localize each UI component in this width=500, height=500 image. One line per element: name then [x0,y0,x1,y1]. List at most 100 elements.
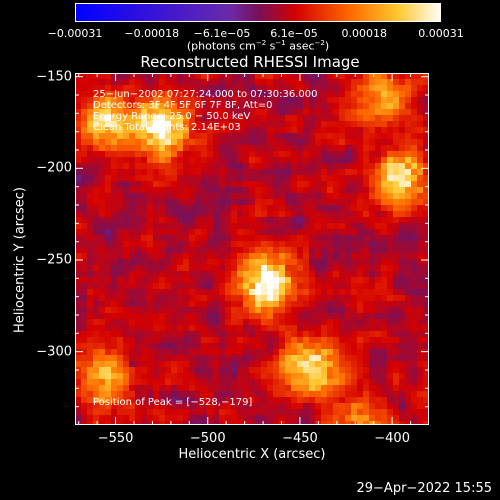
heatmap-cell [159,397,165,403]
heatmap-cell [423,337,429,343]
heatmap-cell [183,211,189,217]
heatmap-cell [381,247,387,253]
heatmap-cell [147,193,153,199]
heatmap-cell [261,169,267,175]
heatmap-cell [351,205,357,211]
heatmap-cell [213,133,219,139]
heatmap-cell [237,373,243,379]
heatmap-cell [231,85,237,91]
heatmap-cell [207,139,213,145]
heatmap-cell [375,157,381,163]
heatmap-cell [369,409,375,415]
heatmap-cell [315,121,321,127]
heatmap-cell [231,397,237,403]
heatmap-cell [351,265,357,271]
heatmap-cell [81,157,87,163]
heatmap-cell [135,283,141,289]
heatmap-cell [213,415,219,421]
heatmap-cell [135,211,141,217]
heatmap-cell [147,163,153,169]
heatmap-cell [255,271,261,277]
heatmap-cell [387,175,393,181]
heatmap-cell [81,73,87,79]
heatmap-cell [81,343,87,349]
heatmap-cell [315,199,321,205]
heatmap-cell [339,367,345,373]
heatmap-cell [237,391,243,397]
heatmap-cell [105,355,111,361]
heatmap-cell [135,97,141,103]
heatmap-cell [345,349,351,355]
heatmap-cell [273,361,279,367]
heatmap-cell [387,229,393,235]
heatmap-cell [117,73,123,79]
heatmap-cell [99,349,105,355]
heatmap-cell [369,235,375,241]
heatmap-cell [81,223,87,229]
info-total-counts: Clean Total counts: 2.14E+03 [93,122,241,133]
heatmap-cell [195,193,201,199]
heatmap-cell [189,163,195,169]
y-axis-label: Heliocentric Y (arcsec) [12,187,28,333]
heatmap-cell [297,337,303,343]
heatmap-cell [231,331,237,337]
heatmap-cell [93,121,99,127]
heatmap-cell [231,409,237,415]
heatmap-cell [219,163,225,169]
heatmap-cell [255,121,261,127]
heatmap-cell [333,223,339,229]
heatmap-cell [363,421,369,425]
heatmap-cell [273,355,279,361]
heatmap-cell [141,349,147,355]
heatmap-cell [141,313,147,319]
heatmap-cell [279,397,285,403]
heatmap-cell [249,85,255,91]
heatmap-cell [405,133,411,139]
heatmap-cell [339,175,345,181]
heatmap-cell [399,331,405,337]
heatmap-cell [117,223,123,229]
heatmap-cell [129,229,135,235]
heatmap-cell [309,325,315,331]
heatmap-cell [291,277,297,283]
heatmap-cell [303,85,309,91]
heatmap-cell [423,355,429,361]
heatmap-cell [117,265,123,271]
heatmap-cell [279,295,285,301]
heatmap-cell [213,355,219,361]
heatmap-cell [387,79,393,85]
heatmap-cell [315,151,321,157]
heatmap-cell [315,343,321,349]
heatmap-cell [81,109,87,115]
heatmap-cell [207,241,213,247]
heatmap-cell [285,235,291,241]
heatmap-cell [231,325,237,331]
heatmap-cell [291,331,297,337]
heatmap-cell [369,307,375,313]
heatmap-cell [225,223,231,229]
heatmap-cell [285,271,291,277]
heatmap-cell [423,85,429,91]
heatmap-cell [363,223,369,229]
heatmap-cell [189,85,195,91]
heatmap-cell [111,187,117,193]
heatmap-cell [207,109,213,115]
heatmap-cell [399,355,405,361]
heatmap-cell [315,295,321,301]
heatmap-cell [327,379,333,385]
heatmap-cell [363,145,369,151]
heatmap-cell [207,121,213,127]
heatmap-cell [237,313,243,319]
heatmap-cell [75,271,81,277]
heatmap-cell [177,391,183,397]
heatmap-cell [291,127,297,133]
heatmap-cell [105,361,111,367]
heatmap-cell [147,415,153,421]
heatmap-cell [207,373,213,379]
heatmap-cell [279,415,285,421]
heatmap-cell [327,217,333,223]
heatmap-cell [135,265,141,271]
heatmap-cell [363,403,369,409]
heatmap-cell [393,199,399,205]
heatmap-cell [303,127,309,133]
